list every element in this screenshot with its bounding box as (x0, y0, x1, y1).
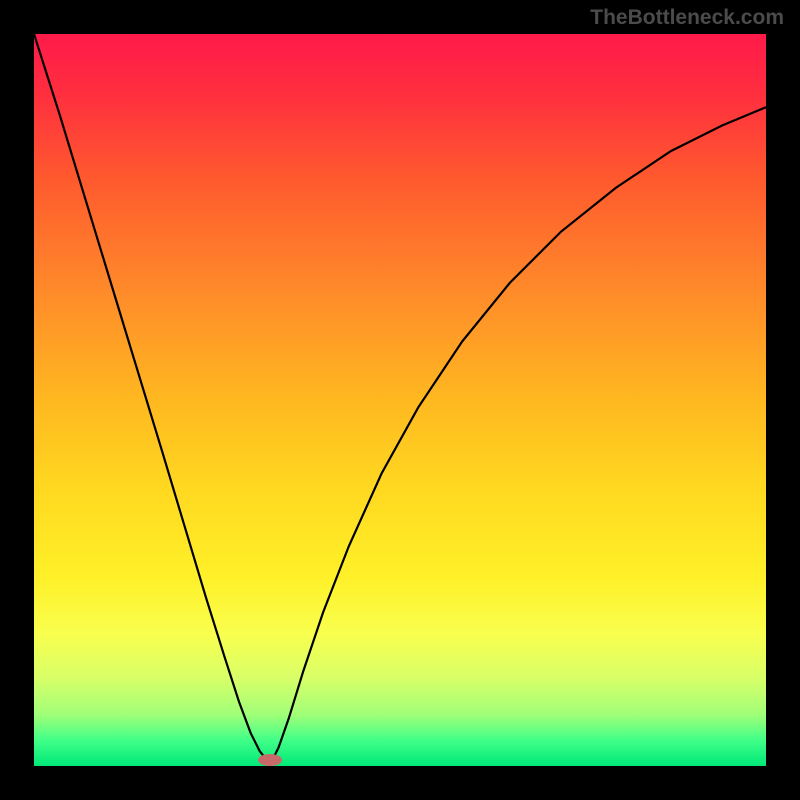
optimum-marker (256, 752, 284, 768)
watermark-text: TheBottleneck.com (590, 6, 784, 30)
plot-area (34, 34, 766, 766)
bottleneck-curve (34, 34, 766, 766)
chart-outer: TheBottleneck.com (0, 0, 800, 800)
